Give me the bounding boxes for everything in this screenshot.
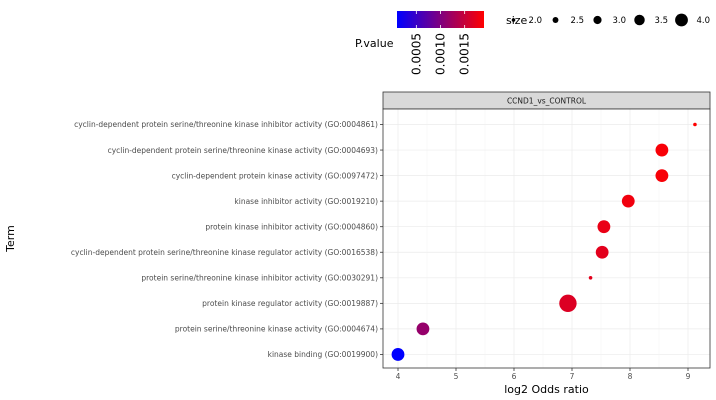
data-point xyxy=(693,122,697,127)
color-legend-title: P.value xyxy=(355,37,394,50)
size-legend-key xyxy=(552,17,559,23)
size-legend-label: 3.0 xyxy=(613,16,627,26)
y-tick-label: protein serine/threonine kinase inhibito… xyxy=(141,274,378,283)
color-legend-label: 0.0015 xyxy=(458,33,472,75)
data-point xyxy=(655,143,669,157)
data-point xyxy=(621,194,635,208)
size-legend-key xyxy=(675,13,688,27)
x-tick-label: 6 xyxy=(512,372,517,381)
size-legend-key xyxy=(593,15,602,25)
y-axis-title: Term xyxy=(4,225,17,253)
y-tick-label: cyclin-dependent protein kinase activity… xyxy=(172,171,378,180)
size-legend-label: 2.5 xyxy=(571,16,585,26)
data-point xyxy=(595,245,609,259)
size-legend: size 2.0 2.5 3.0 3.5 4.0 xyxy=(506,13,711,27)
x-tick-label: 8 xyxy=(628,372,633,381)
data-point xyxy=(588,276,593,280)
y-tick-label: cyclin-dependent protein serine/threonin… xyxy=(74,120,378,129)
data-point xyxy=(416,322,430,336)
x-tick-label: 9 xyxy=(686,372,691,381)
size-legend-title: size xyxy=(506,14,528,27)
size-legend-label: 4.0 xyxy=(697,16,711,26)
color-legend-label: 0.0010 xyxy=(434,33,448,75)
y-tick-label: kinase inhibitor activity (GO:0019210) xyxy=(234,197,378,206)
y-tick-label: protein serine/threonine kinase activity… xyxy=(175,325,378,334)
y-tick-label: protein kinase inhibitor activity (GO:00… xyxy=(205,222,378,231)
color-legend-bar xyxy=(397,11,484,28)
data-point xyxy=(559,294,577,313)
x-tick-label: 4 xyxy=(396,372,401,381)
plot-panel xyxy=(383,109,710,368)
data-point xyxy=(391,348,405,361)
y-tick-label: protein kinase regulator activity (GO:00… xyxy=(202,299,378,308)
size-legend-key xyxy=(511,18,516,22)
size-legend-label: 3.5 xyxy=(655,16,669,26)
color-legend: P.value 0.0015 0.0010 0.0005 xyxy=(355,11,484,75)
x-tick-label: 5 xyxy=(454,372,459,381)
x-tick-label: 7 xyxy=(570,372,575,381)
y-tick-label: kinase binding (GO:0019900) xyxy=(268,350,378,359)
y-tick-label: cyclin-dependent protein serine/threonin… xyxy=(108,146,378,155)
x-axis-title: log2 Odds ratio xyxy=(504,383,589,396)
facet-label: CCND1_vs_CONTROL xyxy=(507,97,587,106)
color-legend-label: 0.0005 xyxy=(409,33,423,75)
size-legend-key xyxy=(634,14,645,26)
size-legend-label: 2.0 xyxy=(529,16,543,26)
data-point xyxy=(655,169,669,183)
y-tick-label: cyclin-dependent protein serine/threonin… xyxy=(71,248,378,257)
data-point xyxy=(597,220,611,234)
plot-panel-border xyxy=(382,108,711,369)
